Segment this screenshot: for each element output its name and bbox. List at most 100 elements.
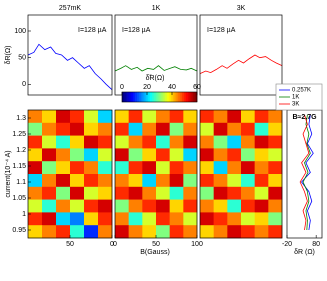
heatmap-cell xyxy=(70,225,85,239)
heatmap-cell xyxy=(254,199,269,213)
heatmap-cell xyxy=(70,174,85,188)
colorbar-step xyxy=(150,92,153,102)
heatmap-cell xyxy=(70,212,85,226)
heatmap-cell xyxy=(28,199,43,213)
heatmap-cell xyxy=(42,161,57,175)
heatmap-cell xyxy=(213,225,228,239)
colorbar-step xyxy=(167,92,170,102)
heatmap-cell xyxy=(183,212,198,226)
heatmap-cell xyxy=(56,122,71,136)
heatmap-cell xyxy=(200,174,214,188)
colorbar-step xyxy=(193,92,196,102)
legend-label: 3K xyxy=(292,102,299,108)
colorbar-step xyxy=(189,92,192,102)
heatmap-cell xyxy=(142,148,157,162)
heatmap-cell xyxy=(28,212,43,226)
heatmap-cell xyxy=(213,135,228,149)
heatmap-cell xyxy=(98,212,113,226)
y-tick-label: 0 xyxy=(22,81,26,88)
colorbar-step xyxy=(144,92,147,102)
colorbar-frame xyxy=(121,91,198,103)
heatmap-cell xyxy=(227,110,242,124)
colorbar-step xyxy=(163,92,166,102)
heatmap-cell xyxy=(98,199,113,213)
data-line xyxy=(27,43,113,90)
data-line xyxy=(299,114,310,231)
x-axis-label: B(Gauss) xyxy=(140,249,170,256)
heatmap-cell xyxy=(156,225,170,239)
heatmap-cell xyxy=(156,186,170,200)
colorbar-step xyxy=(180,92,183,102)
heatmap-cell xyxy=(169,186,184,200)
heatmap-cell xyxy=(70,199,85,213)
heatmap-cell xyxy=(128,148,143,162)
colorbar-step xyxy=(165,92,168,102)
heatmap-cell xyxy=(241,174,255,188)
heatmap-cell xyxy=(200,199,214,213)
heatmap-cell xyxy=(241,186,255,200)
heatmap-cell xyxy=(42,212,57,226)
annotation: I=128 µA xyxy=(207,27,236,34)
data-line xyxy=(302,114,311,231)
heatmap-cell xyxy=(42,135,57,149)
heatmap-cell xyxy=(128,186,143,200)
heatmap-cell xyxy=(115,212,129,226)
colorbar-step xyxy=(142,92,145,102)
heatmap-cell xyxy=(227,148,242,162)
colorbar-step xyxy=(135,92,138,102)
colorbar-step xyxy=(123,92,127,102)
x-tick-label: -20 xyxy=(282,241,292,248)
heatmap-cell xyxy=(200,161,214,175)
heatmap-cell xyxy=(268,199,283,213)
heatmap-cell xyxy=(98,186,113,200)
heatmap-cell xyxy=(115,110,129,124)
colorbar-step xyxy=(191,92,194,102)
heatmap-cell xyxy=(227,174,242,188)
heatmap-cell xyxy=(156,174,170,188)
heatmap-cell xyxy=(183,135,198,149)
heatmap-cell xyxy=(128,199,143,213)
heatmap-cell xyxy=(213,186,228,200)
heatmap-cell xyxy=(169,135,184,149)
colorbar-step xyxy=(148,92,151,102)
heatmap-cell xyxy=(169,225,184,239)
colorbar-tick-label: 0 xyxy=(120,84,124,91)
heatmap-cell xyxy=(241,148,255,162)
x-tick-label: 50 xyxy=(66,241,74,248)
heatmap-cell xyxy=(183,122,198,136)
y-tick-label: 1.05 xyxy=(12,195,26,202)
heatmap-cell xyxy=(227,212,242,226)
colorbar-step xyxy=(152,92,155,102)
panel-frame xyxy=(27,14,113,96)
heatmap-cell xyxy=(213,148,228,162)
colorbar-step xyxy=(125,92,128,102)
x-axis-label: δR (Ω) xyxy=(294,249,315,256)
heatmap-cell xyxy=(227,199,242,213)
heatmap-cell xyxy=(183,148,198,162)
heatmap-cell xyxy=(84,148,99,162)
heatmap-cell xyxy=(213,199,228,213)
heatmap-cell xyxy=(227,161,242,175)
heatmap-cell xyxy=(254,148,269,162)
heatmap-cell xyxy=(84,122,99,136)
heatmap-cell xyxy=(268,122,283,136)
colorbar-step xyxy=(174,92,177,102)
heatmap-cell xyxy=(254,174,269,188)
heatmap-cell xyxy=(169,122,184,136)
heatmap-cell xyxy=(84,199,99,213)
heatmap-cell xyxy=(84,212,99,226)
colorbar-step xyxy=(176,92,179,102)
colorbar-step xyxy=(168,92,172,102)
heatmap-cell xyxy=(56,135,71,149)
heatmap-cell xyxy=(128,110,143,124)
heatmap-cell xyxy=(169,110,184,124)
panel-title: 3K xyxy=(237,5,246,12)
colorbar-step xyxy=(137,92,140,102)
y-tick-label: 50 xyxy=(18,55,26,62)
heatmap-cell xyxy=(142,212,157,226)
colorbar-step xyxy=(146,92,149,102)
y-tick-label: 1.15 xyxy=(12,163,26,170)
heatmap-cell xyxy=(241,199,255,213)
heatmap-cell xyxy=(115,148,129,162)
colorbar-label: δ̃R(Ω) xyxy=(146,75,165,82)
